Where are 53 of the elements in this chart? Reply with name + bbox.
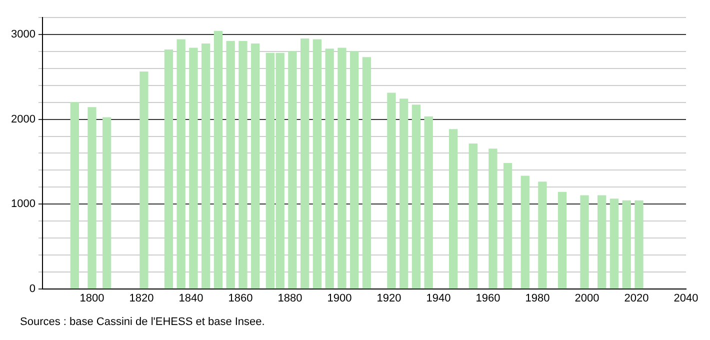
bar bbox=[325, 48, 334, 289]
bar bbox=[520, 176, 530, 289]
bar bbox=[558, 192, 567, 289]
x-tick-label: 2040 bbox=[674, 292, 698, 304]
bar bbox=[488, 148, 498, 289]
bar bbox=[140, 72, 148, 289]
bar bbox=[634, 200, 644, 289]
y-tick-label: 1000 bbox=[10, 198, 36, 210]
bar bbox=[238, 41, 248, 289]
x-tick-label: 1940 bbox=[426, 292, 451, 304]
bar bbox=[214, 30, 223, 289]
bar bbox=[300, 38, 310, 289]
bar bbox=[202, 44, 210, 289]
x-tick-label: 2000 bbox=[574, 292, 600, 304]
bar bbox=[350, 51, 359, 289]
x-tick-label: 1820 bbox=[129, 292, 154, 304]
bar bbox=[449, 129, 458, 289]
x-tick-label: 1860 bbox=[228, 292, 253, 304]
x-tick-label: 1900 bbox=[327, 292, 352, 304]
bar bbox=[622, 200, 631, 289]
x-tick-label: 1980 bbox=[525, 292, 550, 304]
x-tick-label: 1960 bbox=[476, 292, 500, 304]
bar bbox=[400, 98, 408, 289]
bar bbox=[610, 198, 619, 289]
y-tick-label: 2000 bbox=[10, 113, 36, 126]
x-tick-label: 1920 bbox=[376, 292, 402, 304]
bar bbox=[468, 144, 478, 289]
bar bbox=[288, 51, 297, 289]
x-tick-label: 1800 bbox=[80, 292, 104, 304]
bar bbox=[70, 102, 79, 289]
bar bbox=[338, 48, 346, 289]
x-tick-label: 2020 bbox=[624, 292, 649, 304]
bar bbox=[362, 57, 372, 289]
bar bbox=[176, 39, 186, 289]
y-tick-label: 0 bbox=[29, 282, 36, 295]
bar bbox=[538, 182, 547, 289]
x-tick-label: 1840 bbox=[178, 292, 204, 304]
bar bbox=[598, 195, 606, 289]
bar bbox=[312, 39, 322, 289]
bar bbox=[251, 44, 260, 289]
bar bbox=[580, 195, 589, 289]
bar bbox=[88, 107, 96, 289]
y-tick-label: 3000 bbox=[10, 28, 36, 41]
bar bbox=[189, 48, 198, 289]
source-note: Sources : base Cassini de l'EHESS et base Insee. bbox=[20, 316, 266, 328]
bar bbox=[102, 117, 112, 289]
bar bbox=[226, 41, 235, 289]
bar bbox=[164, 49, 174, 289]
x-tick-label: 1880 bbox=[278, 292, 302, 304]
bar bbox=[412, 104, 421, 289]
bar bbox=[424, 116, 433, 289]
bar bbox=[503, 163, 512, 289]
bar bbox=[387, 92, 396, 289]
